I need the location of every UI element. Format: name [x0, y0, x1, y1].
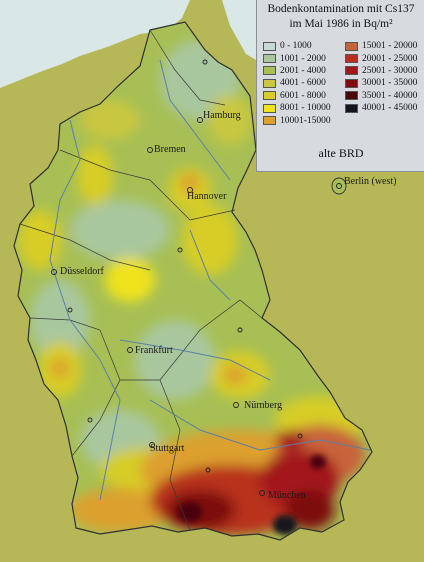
- legend-label: 10001-15000: [280, 115, 331, 126]
- legend-column-right: 15001 - 20000 20001 - 25000 25001 - 30000 3…: [345, 40, 417, 114]
- legend-item: 35001 - 40000: [345, 90, 417, 102]
- legend-item: 40001 - 45000: [345, 102, 417, 114]
- legend-item: 4001 - 6000: [263, 77, 331, 89]
- west-berlin: Berlin (west): [331, 176, 397, 195]
- city-label-nuernberg: Nürnberg: [244, 400, 282, 411]
- city-marker-hannover: [187, 187, 193, 193]
- city-marker-frankfurt: [127, 347, 133, 353]
- city-marker-nuernberg: [233, 402, 239, 408]
- city-label-bremen: Bremen: [154, 144, 186, 155]
- legend-title-line1: Bodenkontamination mit Cs137: [267, 3, 415, 15]
- city-marker-stuttgart: [149, 442, 155, 448]
- legend-item: 15001 - 20000: [345, 40, 417, 52]
- city-marker-duesseldorf: [51, 269, 57, 275]
- legend-item: 1001 - 2000: [263, 52, 331, 64]
- city-label-hannover: Hannover: [187, 191, 227, 202]
- baltic-sea: [220, 0, 256, 60]
- legend-label: 8001 - 10000: [280, 103, 331, 114]
- legend-swatch: [345, 78, 358, 88]
- legend-label: 4001 - 6000: [280, 78, 326, 89]
- legend-swatch: [263, 78, 276, 88]
- legend-swatch: [263, 91, 276, 101]
- legend-item: 10001-15000: [263, 114, 331, 126]
- legend-item: 30001 - 35000: [345, 77, 417, 89]
- cities: Hamburg Bremen Hannover Düsseldorf Frank…: [51, 59, 306, 501]
- legend-swatch: [345, 103, 358, 113]
- legend-label: 15001 - 20000: [362, 41, 418, 52]
- city-label-hamburg: Hamburg: [203, 110, 241, 121]
- north-sea: [0, 0, 190, 88]
- legend-swatch: [345, 41, 358, 51]
- legend-swatch: [345, 54, 358, 64]
- legend-label: 2001 - 4000: [280, 65, 326, 76]
- state-borders: [19, 29, 263, 531]
- legend-swatch: [263, 66, 276, 76]
- legend-swatch: [263, 41, 276, 51]
- legend-title-line2: im Mai 1986 in Bq/m²: [289, 18, 393, 30]
- legend-label: 30001 - 35000: [362, 78, 418, 89]
- legend-item: 25001 - 30000: [345, 65, 417, 77]
- city-marker-hamburg: [197, 117, 203, 123]
- legend-label: 40001 - 45000: [362, 103, 418, 114]
- legend-item: 0 - 1000: [263, 40, 331, 52]
- legend-swatch: [263, 116, 276, 126]
- legend-item: 6001 - 8000: [263, 90, 331, 102]
- legend-swatch: [263, 103, 276, 113]
- legend: Bodenkontamination mit Cs137 im Mai 1986…: [256, 0, 424, 172]
- legend-swatch: [345, 66, 358, 76]
- legend-label: 20001 - 25000: [362, 53, 418, 64]
- legend-label: 6001 - 8000: [280, 90, 326, 101]
- city-label-berlin: Berlin (west): [344, 176, 397, 187]
- frg-border: [13, 21, 373, 541]
- city-label-frankfurt: Frankfurt: [135, 345, 173, 356]
- legend-label: 25001 - 30000: [362, 65, 418, 76]
- city-label-muenchen: München: [268, 490, 306, 501]
- city-label-duesseldorf: Düsseldorf: [60, 266, 105, 277]
- legend-swatch: [345, 91, 358, 101]
- legend-swatch: [263, 54, 276, 64]
- denmark-land: [190, 0, 230, 60]
- city-label-stuttgart: Stuttgart: [150, 443, 185, 454]
- rivers: [49, 59, 371, 501]
- legend-item: 8001 - 10000: [263, 102, 331, 114]
- city-marker-bremen: [147, 147, 153, 153]
- legend-region-label: alte BRD: [318, 146, 364, 160]
- legend-label: 35001 - 40000: [362, 90, 418, 101]
- legend-label: 1001 - 2000: [280, 53, 326, 64]
- legend-label: 0 - 1000: [280, 41, 312, 52]
- legend-item: 2001 - 4000: [263, 65, 331, 77]
- legend-column-left: 0 - 1000 1001 - 2000 2001 - 4000 4001 - 600…: [263, 40, 331, 127]
- city-marker-muenchen: [259, 490, 265, 496]
- legend-item: 20001 - 25000: [345, 52, 417, 64]
- legend-title: Bodenkontamination mit Cs137 im Mai 1986…: [257, 2, 424, 32]
